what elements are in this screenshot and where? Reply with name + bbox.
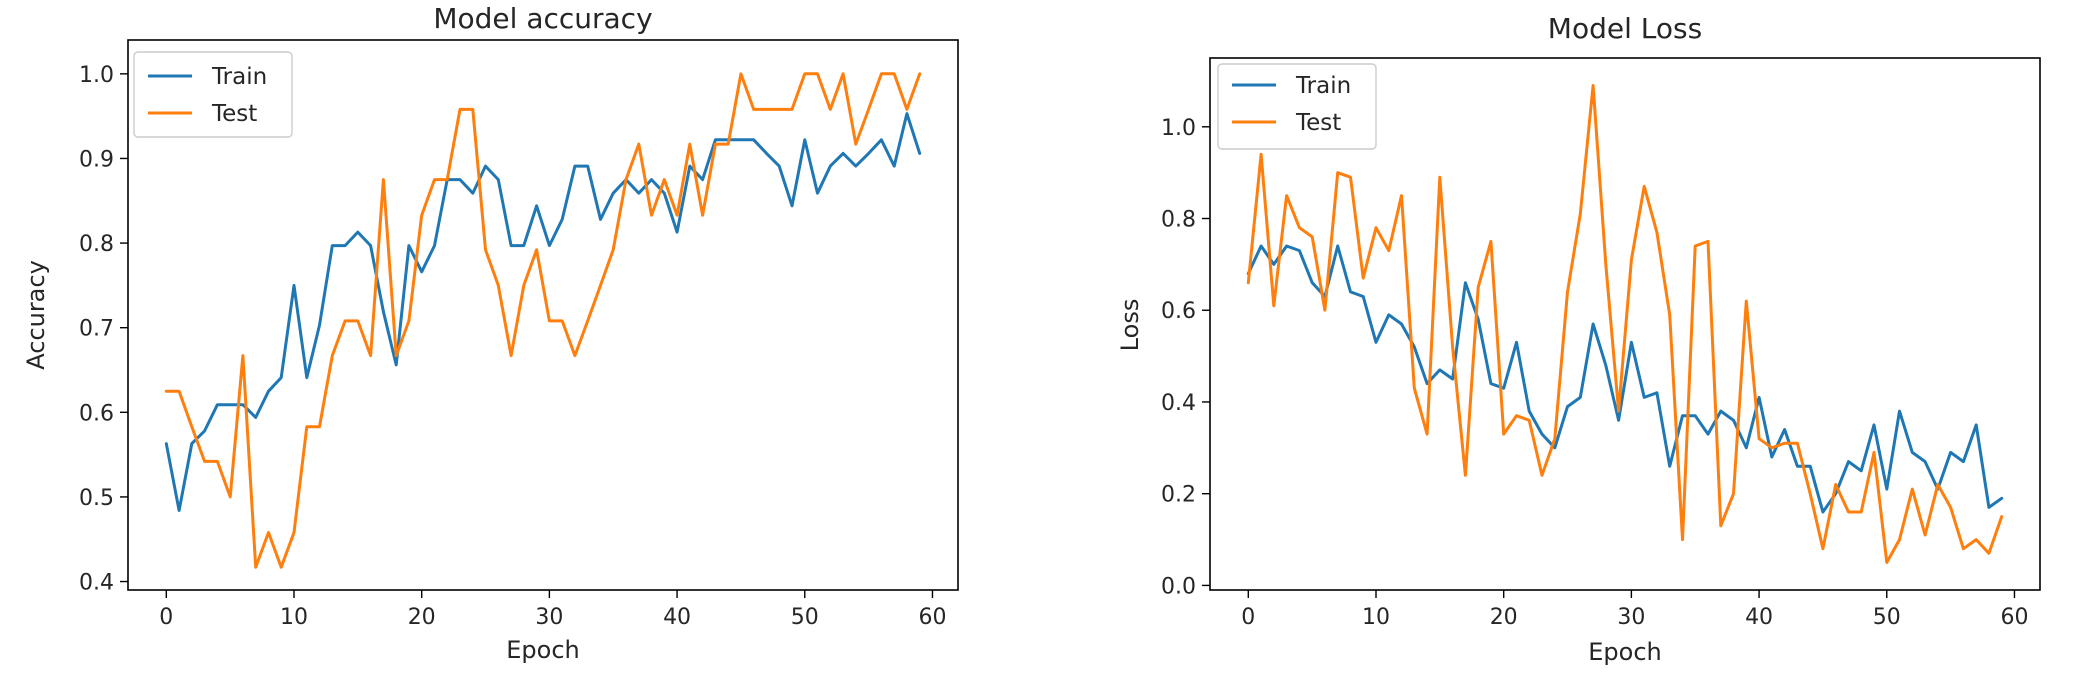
- accuracy-y-axis-label: Accuracy: [22, 260, 50, 370]
- loss-chart: Model Loss Epoch Loss 0 10 20 30 40 50 60 0.00…: [1116, 12, 2041, 666]
- accuracy-x-ticks: 0 10 20 30 40 50 60: [159, 590, 946, 630]
- accuracy-x-tick-label: 10: [280, 605, 308, 630]
- accuracy-chart-title: Model accuracy: [433, 2, 652, 35]
- loss-legend-test-label: Test: [1295, 110, 1341, 136]
- loss-x-tick-label: 10: [1362, 605, 1390, 630]
- accuracy-y-tick-label: 0.4: [79, 571, 114, 596]
- accuracy-x-axis-label: Epoch: [506, 636, 580, 664]
- loss-x-ticks: 0 10 20 30 40 50 60: [1241, 590, 2028, 630]
- loss-chart-title: Model Loss: [1548, 12, 1702, 45]
- accuracy-y-tick-label: 0.6: [79, 401, 114, 426]
- accuracy-chart: Model accuracy Epoch Accuracy 0 10 20 30 40 5…: [22, 2, 959, 664]
- loss-legend-train-label: Train: [1295, 73, 1351, 99]
- accuracy-plot-frame: [127, 39, 959, 591]
- accuracy-x-tick-label: 50: [791, 605, 819, 630]
- loss-x-axis-label: Epoch: [1588, 638, 1662, 666]
- loss-x-tick-label: 0: [1241, 605, 1255, 630]
- accuracy-x-tick-label: 20: [408, 605, 436, 630]
- accuracy-y-tick-label: 0.5: [79, 486, 114, 511]
- loss-x-tick-label: 30: [1617, 605, 1645, 630]
- loss-x-tick-label: 50: [1873, 605, 1901, 630]
- loss-x-tick-label: 40: [1745, 605, 1773, 630]
- loss-x-tick-label: 60: [2000, 605, 2028, 630]
- accuracy-legend-train-label: Train: [211, 64, 267, 90]
- loss-y-tick-label: 0.0: [1161, 574, 1196, 599]
- accuracy-x-tick-label: 60: [918, 605, 946, 630]
- accuracy-x-tick-label: 0: [159, 605, 173, 630]
- loss-y-axis-label: Loss: [1116, 299, 1144, 352]
- accuracy-y-tick-label: 1.0: [79, 63, 114, 88]
- loss-y-tick-label: 0.2: [1161, 483, 1196, 508]
- accuracy-legend-test-label: Test: [211, 101, 257, 127]
- loss-y-tick-label: 0.6: [1161, 299, 1196, 324]
- loss-x-tick-label: 20: [1490, 605, 1518, 630]
- loss-y-tick-label: 0.8: [1161, 208, 1196, 233]
- accuracy-series-train-line: [164, 112, 922, 512]
- accuracy-series-test-line: [164, 72, 922, 569]
- loss-series-train-line: [1246, 244, 2004, 514]
- accuracy-x-tick-label: 40: [663, 605, 691, 630]
- loss-series-test-line: [1246, 84, 2004, 564]
- loss-plot-frame: [1209, 57, 2041, 591]
- accuracy-y-tick-label: 0.9: [79, 147, 114, 172]
- accuracy-x-tick-label: 30: [535, 605, 563, 630]
- loss-series: [1246, 84, 2004, 564]
- accuracy-legend-box: [133, 51, 293, 138]
- accuracy-legend: Train Test: [133, 51, 293, 138]
- loss-y-ticks: 0.0 0.2 0.4 0.6 0.8 1.0: [1161, 116, 1210, 599]
- accuracy-series: [164, 72, 922, 569]
- loss-y-tick-label: 0.4: [1161, 391, 1196, 416]
- loss-y-tick-label: 1.0: [1161, 116, 1196, 141]
- loss-legend: Train Test: [1217, 63, 1377, 150]
- accuracy-y-tick-label: 0.8: [79, 232, 114, 257]
- accuracy-y-tick-label: 0.7: [79, 317, 114, 342]
- accuracy-y-ticks: 0.4 0.5 0.6 0.7 0.8 0.9 1.0: [79, 63, 128, 596]
